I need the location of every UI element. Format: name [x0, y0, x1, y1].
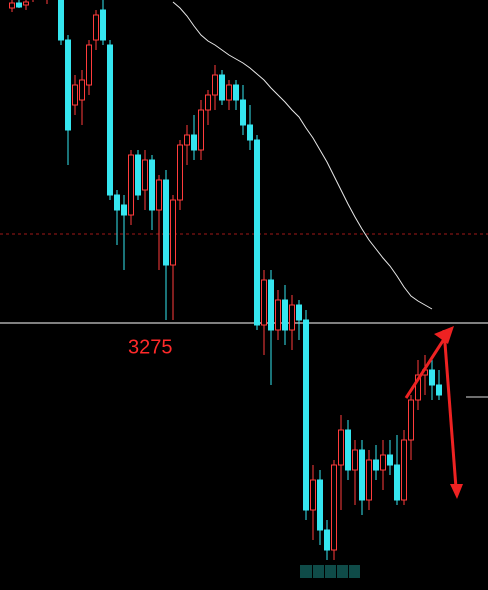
candle-body: [100, 9, 106, 41]
candle-body: [205, 94, 211, 111]
candle-body: [380, 454, 386, 471]
candle-body: [9, 2, 15, 9]
candle-body: [394, 464, 400, 501]
candle-body: [254, 139, 260, 326]
candle-body: [331, 464, 337, 551]
candle-body: [352, 449, 358, 471]
candle-body: [338, 429, 344, 466]
candle-body: [296, 304, 302, 321]
candle-body: [317, 479, 323, 531]
plot-area: [0, 0, 488, 560]
candle-body: [72, 84, 78, 106]
candle-body: [247, 124, 253, 141]
candle-body: [65, 39, 71, 131]
candle-body: [310, 479, 316, 511]
annotation-arrows: [404, 326, 463, 499]
bottom-blocks: [300, 565, 360, 578]
candle-body: [401, 439, 407, 501]
candle-body: [170, 199, 176, 266]
candle-body: [114, 194, 120, 211]
candle-body: [233, 84, 239, 101]
candle-body: [93, 14, 99, 41]
candle-body: [107, 44, 113, 196]
candle-body: [121, 204, 127, 216]
candle-body: [373, 459, 379, 471]
candle-body: [226, 84, 232, 101]
candle-body: [415, 374, 421, 401]
moving-average-line: [172, 1, 433, 310]
candle-body: [387, 454, 393, 466]
candle-body: [289, 304, 295, 331]
candle-body: [135, 154, 141, 196]
candle-body: [268, 279, 274, 331]
candle-body: [177, 144, 183, 201]
candle-body: [198, 109, 204, 151]
candle-body: [436, 384, 442, 396]
candle-body: [142, 159, 148, 191]
candle-body: [86, 44, 92, 86]
candle-body: [149, 159, 155, 211]
candle-body: [429, 369, 435, 386]
candle-body: [282, 299, 288, 331]
candle-body: [240, 99, 246, 126]
candle-body: [324, 529, 330, 551]
candle-body: [23, 1, 29, 6]
candle-body: [212, 74, 218, 96]
candle-body: [275, 299, 281, 331]
candle-body: [79, 79, 85, 101]
candle-body: [16, 2, 22, 8]
candle-body: [163, 179, 169, 266]
reference-label: 3275: [128, 336, 173, 358]
candle-body: [156, 179, 162, 211]
candle-body: [261, 279, 267, 326]
candle-body: [359, 449, 365, 501]
candle-body: [366, 459, 372, 501]
candle-body: [184, 134, 190, 146]
candle-body: [303, 319, 309, 511]
candle-body: [408, 399, 414, 441]
candle-body: [191, 134, 197, 151]
candle-body: [345, 429, 351, 471]
candle-body: [58, 0, 64, 41]
candle-body: [128, 154, 134, 216]
candle-body: [219, 74, 225, 101]
